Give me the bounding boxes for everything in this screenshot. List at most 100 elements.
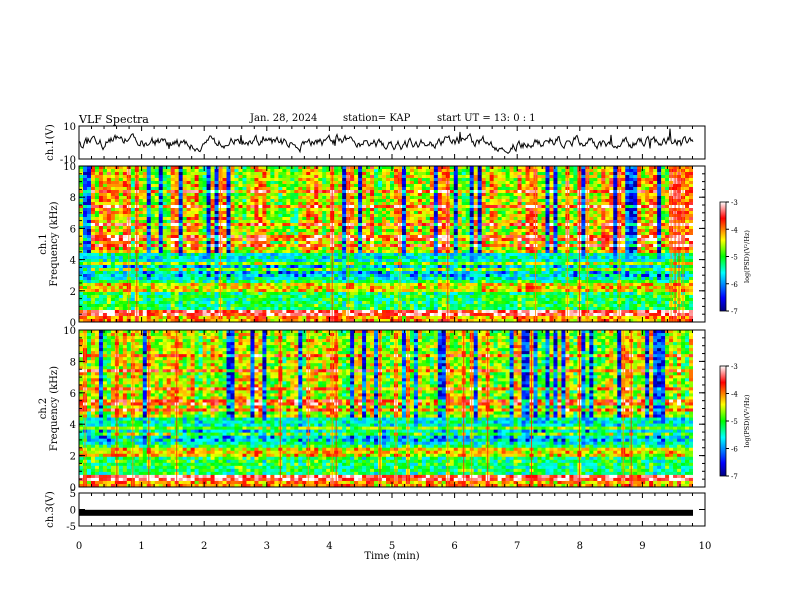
spectrogram-cell — [505, 175, 510, 179]
spectrogram-cell — [86, 196, 92, 200]
spectrogram-cell — [142, 202, 148, 206]
spectrogram-cell — [589, 187, 594, 191]
spectrogram-cell — [198, 196, 203, 200]
spectrogram-cell — [629, 226, 634, 230]
spectrogram-cell — [382, 187, 387, 191]
spectrogram-cell — [645, 166, 650, 170]
spectrogram-cell — [441, 181, 447, 185]
spectrogram-cell — [493, 205, 499, 209]
spectrogram-cell — [358, 232, 363, 236]
spectrogram-cell — [150, 244, 156, 248]
spectrogram-cell — [417, 250, 423, 254]
spectrogram-cell — [529, 238, 534, 242]
spectrogram-cell — [621, 181, 626, 185]
spectrogram-cell — [429, 241, 435, 245]
spectrogram-cell — [601, 172, 606, 176]
spectrogram-cell — [601, 244, 606, 248]
spectrogram-cell — [162, 187, 168, 191]
spectrogram-cell — [382, 235, 387, 239]
spectrogram-cell — [270, 181, 275, 185]
spectrogram-cell — [378, 202, 383, 206]
spectrogram-cell — [485, 238, 491, 242]
spectrogram-cell — [386, 256, 391, 260]
spectrogram-cell — [465, 193, 471, 197]
spectrogram-cell — [573, 202, 578, 206]
spectrogram-cell — [98, 193, 104, 197]
spectrogram-cell — [405, 187, 411, 191]
spectrogram-cell — [529, 235, 534, 239]
spectrogram-cell — [362, 172, 367, 176]
spectrogram-cell — [214, 208, 219, 212]
spectrogram-cell — [226, 214, 231, 218]
spectrogram-cell — [254, 190, 259, 194]
spectrogram-cell — [166, 166, 172, 170]
spectrogram-cell — [366, 184, 371, 188]
spectrogram-cell — [625, 202, 630, 206]
spectrogram-cell — [557, 208, 562, 212]
spectrogram-cell — [557, 235, 562, 239]
spectrogram-cell — [158, 217, 164, 221]
spectrogram-cell — [513, 229, 518, 233]
spectrogram-cell — [485, 166, 491, 170]
spectrogram-cell — [549, 241, 554, 245]
spectrogram-cell — [661, 175, 666, 179]
spectrogram-cell — [505, 259, 510, 263]
spectrogram-cell — [645, 199, 650, 203]
spectrogram-cell — [481, 199, 487, 203]
spectrogram-cell — [597, 190, 602, 194]
spectrogram-cell — [150, 253, 156, 257]
spectrogram-cell — [581, 226, 586, 230]
spectrogram-cell — [433, 259, 439, 263]
spectrogram-cell — [685, 214, 690, 218]
spectrogram-cell — [86, 169, 92, 173]
spectrogram-cell — [509, 220, 514, 224]
spectrogram-cell — [557, 202, 562, 206]
spectrogram-cell — [437, 250, 443, 254]
spectrogram-cell — [186, 235, 192, 239]
spectrogram-cell — [517, 232, 522, 236]
spectrogram-cell — [294, 169, 299, 173]
spectrogram-cell — [645, 205, 650, 209]
spectrogram-cell — [250, 253, 255, 257]
spectrogram-cell — [637, 211, 642, 215]
spectrogram-cell — [222, 244, 227, 248]
spectrogram-cell — [449, 169, 455, 173]
spectrogram-cell — [366, 166, 371, 170]
spectrogram-cell — [94, 229, 100, 233]
spectrogram-cell — [142, 187, 148, 191]
spectrogram-cell — [429, 187, 435, 191]
spectrogram-cell — [178, 211, 184, 215]
spectrogram-cell — [453, 220, 459, 224]
spectrogram-cell — [509, 247, 514, 251]
spectrogram-cell — [162, 244, 168, 248]
spectrogram-cell — [517, 244, 522, 248]
spectrogram-cell — [302, 217, 307, 221]
spectrogram-cell — [334, 253, 339, 257]
spectrogram-cell — [118, 169, 124, 173]
spectrogram-cell — [497, 241, 503, 245]
spectrogram-cell — [350, 202, 355, 206]
spectrogram-cell — [409, 208, 415, 212]
spectrogram-cell — [633, 247, 638, 251]
spectrogram-cell — [625, 181, 630, 185]
spectrogram-cell — [409, 244, 415, 248]
spectrogram-cell — [150, 187, 156, 191]
spectrogram-cell — [350, 256, 355, 260]
spectrogram-cell — [206, 241, 211, 245]
spectrogram-cell — [637, 229, 642, 233]
spectrogram-cell — [210, 208, 215, 212]
spectrogram-cell — [194, 229, 200, 233]
spectrogram-cell — [633, 187, 638, 191]
spectrogram-cell — [258, 217, 263, 221]
spectrogram-cell — [186, 238, 192, 242]
spectrogram-cell — [350, 178, 355, 182]
spectrogram-cell — [362, 202, 367, 206]
spectrogram-cell — [481, 235, 487, 239]
spectrogram-cell — [629, 214, 634, 218]
spectrogram-cell — [318, 241, 323, 245]
spectrogram-cell — [389, 253, 395, 257]
spectrogram-cell — [653, 184, 658, 188]
spectrogram-cell — [102, 241, 108, 245]
spectrogram-cell — [214, 229, 219, 233]
spectrogram-cell — [314, 181, 319, 185]
